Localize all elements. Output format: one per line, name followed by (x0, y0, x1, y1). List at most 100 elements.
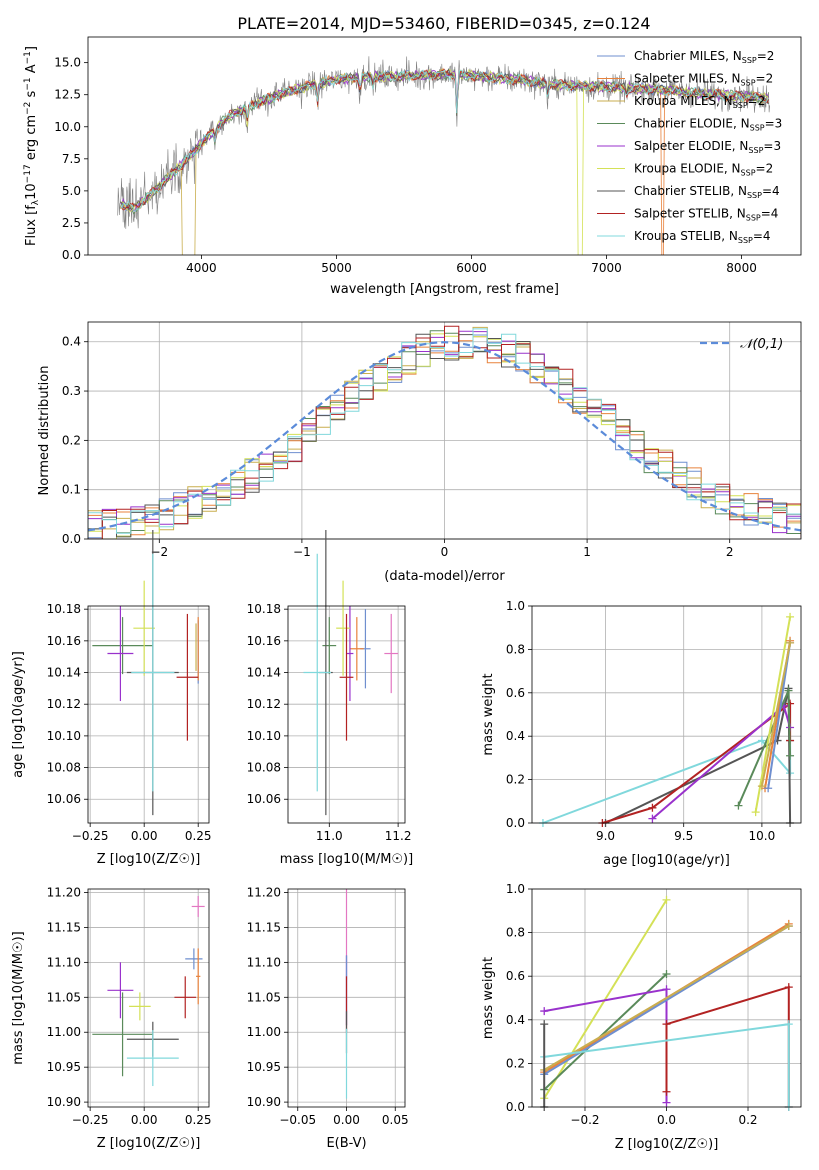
residual-histogram-panel: −2 −1 0 1 2 0.0 0.1 0.2 0.3 0.4 (data-model)/error… (37, 321, 802, 584)
ax7-frame (531, 888, 802, 1108)
weight-marker (784, 686, 793, 695)
x-tick-label: −2 (150, 545, 168, 559)
weight-marker (786, 699, 795, 708)
legend-value: =4 (761, 207, 779, 221)
x-tick-label: 5000 (321, 261, 352, 275)
legend-subscript: SSP (742, 56, 757, 65)
age-vs-z-panel: −0.25 0.00 0.25 10.06 10.08 10.10 10.12 10.14 10… (11, 529, 212, 867)
y-tick-label: 0.0 (506, 816, 525, 830)
x-tick-label: 4000 (186, 261, 217, 275)
legend-value: =2 (756, 162, 774, 176)
legend-label: Kroupa MILES, NSSP=2 (634, 94, 765, 110)
model-line-kroupa-stelib (120, 69, 769, 213)
legend-label: Chabrier ELODIE, NSSP=3 (634, 117, 782, 133)
legend-subscript: SSP (747, 191, 762, 200)
y-tick-label: 0.4 (62, 335, 81, 349)
y-tick-label: 10.10 (247, 729, 281, 743)
ax6-frame (287, 888, 406, 1108)
y-tick-label: 0.4 (506, 729, 525, 743)
weight-vs-z-panel: −0.2 0.0 0.2 0.0 0.2 0.4 0.6 0.8 1.0 Z [log10(Z/Z… (481, 882, 802, 1152)
y-axis-label: age [log10(age/yr)] (11, 651, 26, 778)
y-tick-label: 11.20 (247, 885, 281, 899)
y-tick-label: 0.2 (506, 773, 525, 787)
histogram-steps (88, 325, 801, 539)
x-tick-label: 0.25 (185, 829, 212, 843)
x-tick-label: 6000 (456, 261, 487, 275)
y-tick-label: 10.95 (247, 1060, 281, 1074)
weight-line (760, 642, 792, 787)
legend-series-name: Kroupa MILES, N (634, 94, 733, 108)
legend-label: Salpeter ELODIE, NSSP=3 (634, 139, 781, 155)
x-tick-label: 0.00 (131, 829, 158, 843)
weight-line (605, 688, 792, 824)
y-tick-label: 0.0 (62, 532, 81, 546)
x-tick-label: 9.0 (596, 829, 615, 843)
y-tick-label: 5.0 (62, 184, 81, 198)
x-axis-label: Z [log10(Z/Z☉)] (97, 1136, 201, 1151)
weight-vs-age-panel: 9.0 9.5 10.0 0.0 0.2 0.4 0.6 0.8 1.0 age [log10(a… (481, 599, 802, 868)
y-axis-label: mass weight (481, 957, 496, 1039)
legend-label: Salpeter STELIB, NSSP=4 (634, 207, 778, 223)
legend-label: Chabrier STELIB, NSSP=4 (634, 184, 780, 200)
age-vs-mass-panel: 11.0 11.2 10.06 10.08 10.10 10.12 10.14 10.16 10… (247, 529, 413, 867)
x-tick-label: −0.25 (72, 1113, 109, 1127)
y-tick-label: 11.05 (47, 990, 81, 1004)
legend-value: =3 (763, 139, 781, 153)
x-tick-label: 0 (441, 545, 449, 559)
y-tick-label: 10.16 (247, 634, 281, 648)
weight-line (665, 985, 790, 1107)
legend-series-name: Salpeter MILES, N (634, 72, 741, 86)
legend-subscript: SSP (750, 124, 765, 133)
x-axis-label: (data-model)/error (384, 569, 505, 584)
y-tick-label: 10.10 (47, 729, 81, 743)
legend-series-name: Chabrier STELIB, N (634, 184, 747, 198)
hist-step-kroupa-stelib (88, 328, 801, 539)
x-tick-label: −1 (293, 545, 311, 559)
y-tick-label: 10.95 (47, 1060, 81, 1074)
x-tick-label: 7000 (591, 261, 622, 275)
weight-marker (757, 782, 766, 791)
legend-label: Kroupa STELIB, NSSP=4 (634, 229, 771, 245)
y-tick-label: 1.0 (506, 882, 525, 896)
normal-curve (88, 341, 801, 532)
legend-value: =2 (756, 72, 774, 86)
y-tick-label: 0.8 (506, 642, 525, 656)
y-axis-label: mass [log10(M/M☉)] (11, 931, 26, 1064)
legend-label: Salpeter MILES, NSSP=2 (634, 72, 773, 88)
legend-label: Kroupa ELODIE, NSSP=2 (634, 162, 773, 178)
histogram-frame (87, 321, 802, 540)
y-tick-label: 10.90 (247, 1095, 281, 1109)
weight-marker (540, 1020, 549, 1029)
weight-marker (751, 808, 760, 817)
mass-vs-z-panel: −0.25 0.00 0.25 10.90 10.95 11.00 11.05 11.10 11… (11, 885, 212, 1151)
legend-series-name: Chabrier MILES, N (634, 49, 742, 63)
x-tick-label: −0.05 (279, 1113, 316, 1127)
x-tick-label: 0.00 (333, 1113, 360, 1127)
y-tick-label: 0.4 (506, 1013, 525, 1027)
legend-subscript: SSP (733, 101, 748, 110)
weight-line (543, 925, 790, 1071)
x-axis-label: age [log10(age/yr)] (603, 853, 730, 868)
weight-marker (784, 1020, 793, 1029)
spectrum-lines (117, 56, 770, 255)
weight-marker (648, 803, 657, 812)
y-tick-label: 0.1 (62, 483, 81, 497)
legend-series-name: Kroupa ELODIE, N (634, 162, 741, 176)
weight-line (767, 642, 792, 789)
y-tick-label: 11.00 (247, 1025, 281, 1039)
ax2-frame (87, 605, 210, 824)
weight-line (543, 899, 668, 1099)
y-axis-label: mass weight (481, 673, 496, 755)
weight-marker (540, 1007, 549, 1016)
legend-label: 𝒩(0,1) (740, 337, 783, 352)
y-tick-label: 2.5 (62, 216, 81, 230)
y-tick-label: 10.08 (47, 761, 81, 775)
y-tick-label: 10.0 (54, 120, 81, 134)
ax5-frame (87, 888, 210, 1108)
y-tick-label: 12.5 (54, 88, 81, 102)
x-tick-label: −0.2 (570, 1113, 599, 1127)
weight-marker (662, 1098, 671, 1107)
weight-marker (662, 970, 671, 979)
